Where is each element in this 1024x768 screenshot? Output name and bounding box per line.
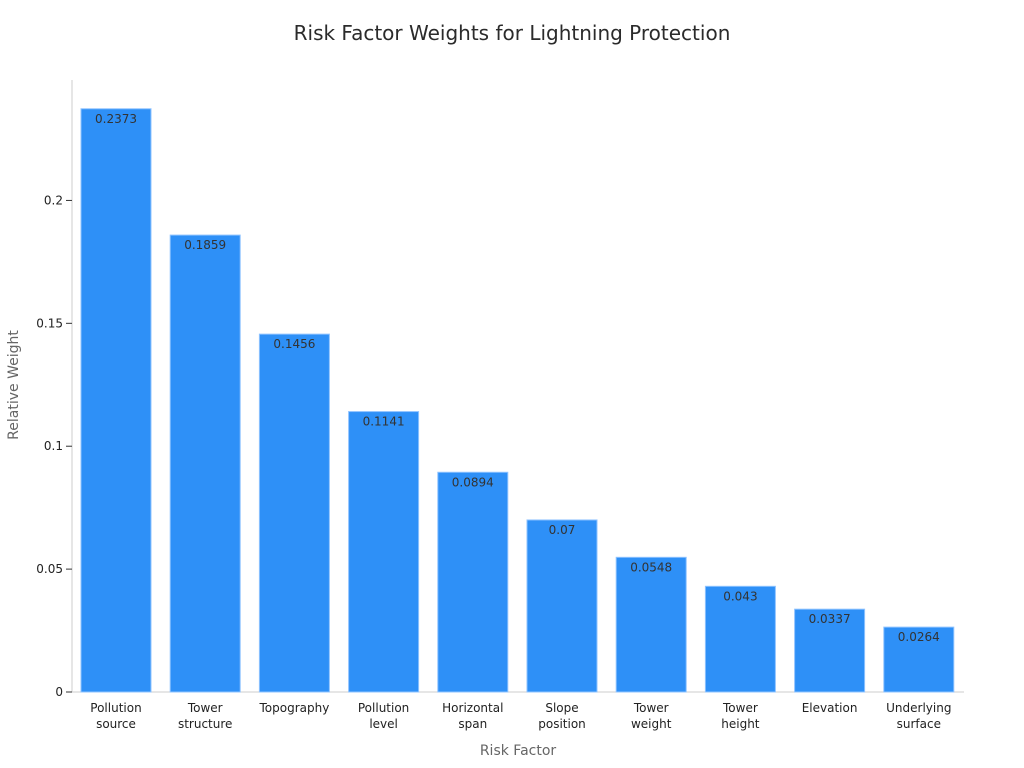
bar xyxy=(883,626,955,693)
x-tick-label: Tower height xyxy=(721,701,760,731)
y-tick-label: 0.15 xyxy=(36,316,63,330)
data-label: 0.0548 xyxy=(630,560,672,574)
data-label: 0.1141 xyxy=(363,415,405,429)
x-tick-label-line: structure xyxy=(178,717,232,731)
y-tick-label: 0.1 xyxy=(44,439,63,453)
bars-group: 0.2373 0.1859 0.1456 0.1141 0.0894 0.07 0.0548… xyxy=(80,108,955,693)
y-axis-ticks: 0 0.05 0.1 0.15 0.2 xyxy=(36,193,72,699)
x-tick-label-line: Topography xyxy=(258,701,329,715)
x-tick-label-line: level xyxy=(369,717,398,731)
y-axis-title: Relative Weight xyxy=(6,330,22,440)
bar xyxy=(437,471,509,693)
y-tick-label: 0.05 xyxy=(36,562,63,576)
x-tick-label: Pollution level xyxy=(358,701,409,731)
x-tick-label-line: height xyxy=(721,717,760,731)
x-tick-label-line: Elevation xyxy=(802,701,858,715)
bar xyxy=(348,411,420,693)
data-label: 0.0337 xyxy=(809,612,851,626)
chart-title: Risk Factor Weights for Lightning Protec… xyxy=(294,21,731,45)
data-label: 0.043 xyxy=(723,589,757,603)
x-axis-title: Risk Factor xyxy=(480,743,557,759)
y-tick-label: 0.2 xyxy=(44,193,63,207)
x-tick-label: Underlying surface xyxy=(886,701,951,731)
x-tick-label-line: source xyxy=(96,717,136,731)
x-axis-ticks: Pollution source Tower structure Topography P… xyxy=(90,701,951,731)
data-label: 0.1859 xyxy=(184,238,226,252)
data-label: 0.0264 xyxy=(898,630,940,644)
x-tick-label-line: Tower xyxy=(633,701,669,715)
x-tick-label-line: Pollution xyxy=(90,701,141,715)
x-tick-label-line: weight xyxy=(631,717,672,731)
bar xyxy=(169,234,241,693)
bar xyxy=(526,519,598,693)
x-tick-label: Topography xyxy=(258,701,329,715)
x-tick-label-line: position xyxy=(538,717,586,731)
bar xyxy=(80,108,152,693)
y-tick-label: 0 xyxy=(55,685,63,699)
data-label: 0.0894 xyxy=(452,475,494,489)
bar xyxy=(704,585,776,693)
bar xyxy=(258,333,330,693)
data-label: 0.2373 xyxy=(95,112,137,126)
x-tick-label-line: span xyxy=(458,717,487,731)
x-tick-label: Pollution source xyxy=(90,701,141,731)
x-tick-label: Slope position xyxy=(538,701,586,731)
x-tick-label: Horizontal span xyxy=(442,701,503,731)
x-tick-label: Tower weight xyxy=(631,701,672,731)
x-tick-label-line: Horizontal xyxy=(442,701,503,715)
x-tick-label-line: Underlying xyxy=(886,701,951,715)
x-tick-label-line: Tower xyxy=(187,701,223,715)
bar xyxy=(615,556,687,693)
x-tick-label-line: Tower xyxy=(722,701,758,715)
data-label: 0.1456 xyxy=(273,337,315,351)
x-tick-label-line: surface xyxy=(897,717,941,731)
bar xyxy=(794,608,866,693)
data-label: 0.07 xyxy=(549,523,576,537)
x-tick-label: Elevation xyxy=(802,701,858,715)
x-tick-label-line: Pollution xyxy=(358,701,409,715)
x-tick-label-line: Slope xyxy=(545,701,578,715)
x-tick-label: Tower structure xyxy=(178,701,232,731)
